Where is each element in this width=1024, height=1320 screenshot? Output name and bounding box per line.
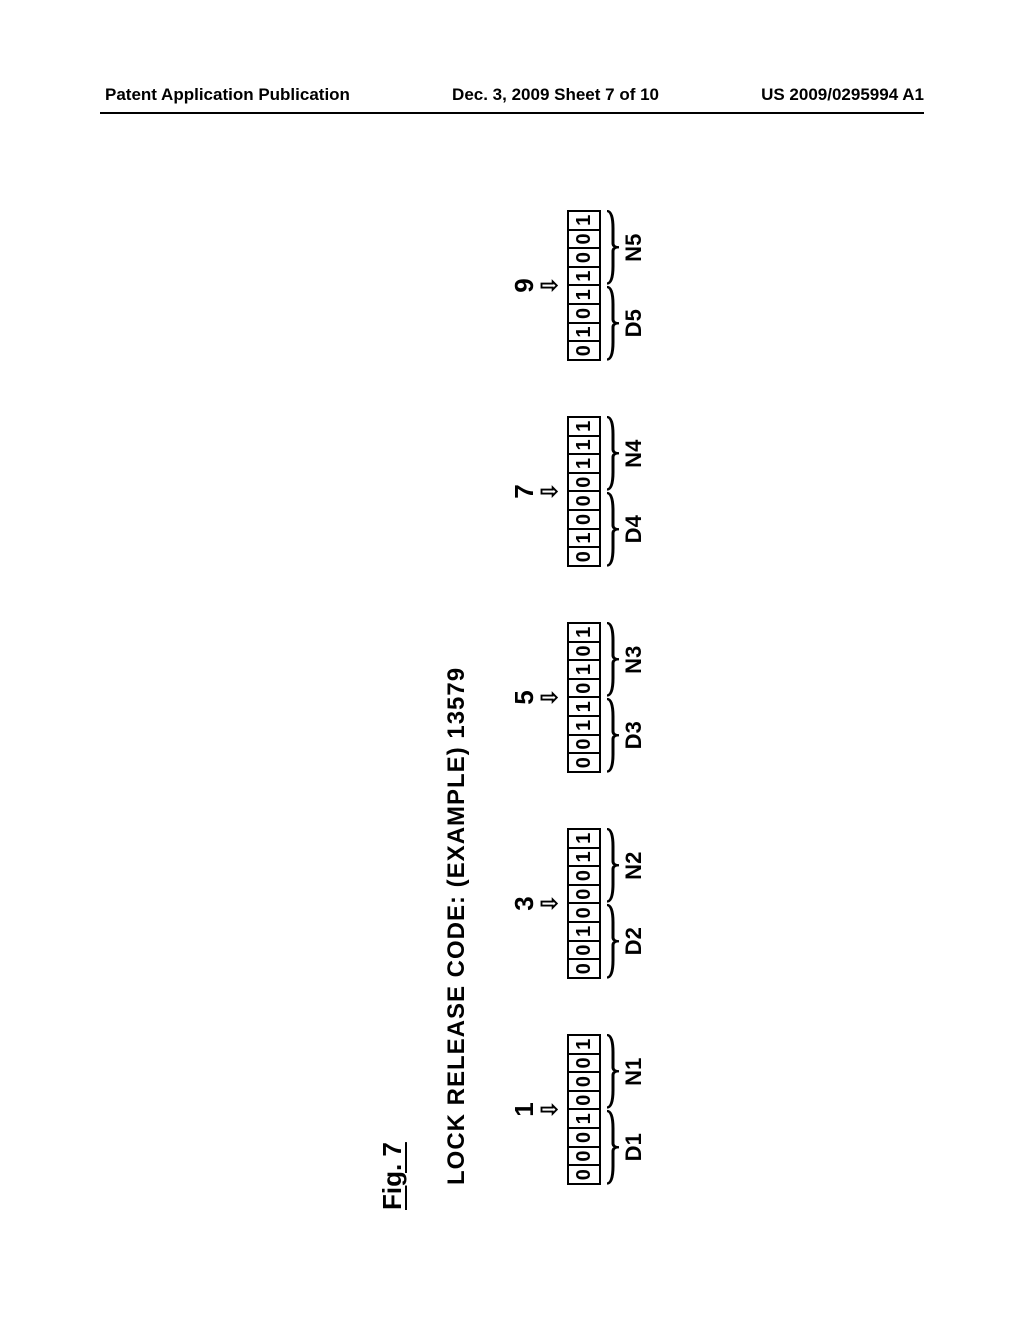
- bit-cell: 0: [568, 547, 600, 566]
- group-digit: 5: [511, 690, 537, 704]
- down-arrow-icon: ⇩: [539, 688, 561, 706]
- bit-cell: 0: [568, 1091, 600, 1110]
- bit-cell: 0: [568, 1147, 600, 1166]
- bit-cell: 1: [568, 716, 600, 735]
- figure-rotated-block: Fig. 7 LOCK RELEASE CODE: (EXAMPLE) 1357…: [377, 210, 647, 1210]
- brace-right-label: N1: [621, 1058, 647, 1086]
- header-left: Patent Application Publication: [105, 85, 350, 105]
- bit-cell: 0: [568, 510, 600, 529]
- bit-cell: 1: [568, 323, 600, 342]
- group-digit: 1: [511, 1102, 537, 1116]
- bit-cell: 0: [568, 230, 600, 249]
- brace-row: D4 N4: [605, 416, 647, 567]
- bit-table: 00100011: [567, 828, 601, 979]
- bit-cell: 0: [568, 866, 600, 885]
- bit-cell: 0: [568, 679, 600, 698]
- bit-cell: 1: [568, 829, 600, 848]
- bit-cell: 0: [568, 941, 600, 960]
- header-center: Dec. 3, 2009 Sheet 7 of 10: [452, 85, 659, 105]
- brace-row: D3 N3: [605, 622, 647, 773]
- bit-cell: 1: [568, 529, 600, 548]
- bit-cell: 0: [568, 735, 600, 754]
- brace-left: D4: [605, 492, 647, 568]
- group-digit: 3: [511, 896, 537, 910]
- bit-group: 7⇩01000111D4N4: [511, 416, 647, 567]
- bit-cell: 0: [568, 1072, 600, 1091]
- bit-group: 9⇩01011001D5N5: [511, 210, 647, 361]
- bit-cell: 0: [568, 341, 600, 360]
- brace-left-label: D5: [621, 309, 647, 337]
- bit-cell: 0: [568, 1128, 600, 1147]
- figure-title: LOCK RELEASE CODE: (EXAMPLE) 13579: [443, 667, 471, 1185]
- bit-cell: 1: [568, 267, 600, 286]
- down-arrow-icon: ⇩: [539, 276, 561, 294]
- bit-cell: 0: [568, 248, 600, 267]
- bit-table: 00010001: [567, 1034, 601, 1185]
- content-area: Fig. 7 LOCK RELEASE CODE: (EXAMPLE) 1357…: [0, 160, 1024, 1260]
- brace-right-label: N4: [621, 440, 647, 468]
- header-right: US 2009/0295994 A1: [761, 85, 924, 105]
- brace-row: D1 N1: [605, 1034, 647, 1185]
- brace-left-label: D1: [621, 1133, 647, 1161]
- bit-cell: 1: [568, 698, 600, 717]
- bit-cell: 0: [568, 473, 600, 492]
- bit-cell: 1: [568, 211, 600, 230]
- bit-cell: 1: [568, 623, 600, 642]
- bit-table: 00110101: [567, 622, 601, 773]
- bit-group: 1⇩00010001D1N1: [511, 1034, 647, 1185]
- brace-right: N2: [605, 828, 647, 904]
- brace-left-label: D3: [621, 721, 647, 749]
- brace-row: D5 N5: [605, 210, 647, 361]
- brace-left: D2: [605, 904, 647, 980]
- bit-cell: 0: [568, 492, 600, 511]
- figure-label: Fig. 7: [377, 1142, 408, 1210]
- groups-row: 1⇩00010001D1N13⇩00100011D2N25⇩00110101D3…: [511, 210, 647, 1185]
- bit-cell: 0: [568, 642, 600, 661]
- bit-cell: 1: [568, 660, 600, 679]
- brace-right: N5: [605, 210, 647, 286]
- brace-left: D1: [605, 1110, 647, 1186]
- bit-cell: 0: [568, 904, 600, 923]
- bit-cell: 0: [568, 1054, 600, 1073]
- down-arrow-icon: ⇩: [539, 894, 561, 912]
- brace-left: D5: [605, 286, 647, 362]
- bit-cell: 0: [568, 304, 600, 323]
- brace-right-label: N2: [621, 852, 647, 880]
- group-digit: 7: [511, 484, 537, 498]
- brace-left-label: D4: [621, 515, 647, 543]
- brace-right-label: N3: [621, 646, 647, 674]
- brace-left: D3: [605, 698, 647, 774]
- group-digit: 9: [511, 278, 537, 292]
- down-arrow-icon: ⇩: [539, 1100, 561, 1118]
- bit-cell: 0: [568, 885, 600, 904]
- header-divider: [100, 112, 924, 114]
- bit-cell: 0: [568, 1165, 600, 1184]
- bit-cell: 1: [568, 1035, 600, 1054]
- brace-right: N4: [605, 416, 647, 492]
- brace-right-label: N5: [621, 234, 647, 262]
- page: Patent Application Publication Dec. 3, 2…: [0, 0, 1024, 1320]
- bit-cell: 1: [568, 922, 600, 941]
- bit-cell: 1: [568, 454, 600, 473]
- page-header: Patent Application Publication Dec. 3, 2…: [0, 85, 1024, 105]
- brace-right: N3: [605, 622, 647, 698]
- bit-table: 01011001: [567, 210, 601, 361]
- bit-cell: 1: [568, 286, 600, 305]
- bit-group: 5⇩00110101D3N3: [511, 622, 647, 773]
- bit-cell: 0: [568, 959, 600, 978]
- brace-row: D2 N2: [605, 828, 647, 979]
- brace-left-label: D2: [621, 927, 647, 955]
- bit-cell: 0: [568, 753, 600, 772]
- bit-group: 3⇩00100011D2N2: [511, 828, 647, 979]
- bit-table: 01000111: [567, 416, 601, 567]
- brace-right: N1: [605, 1034, 647, 1110]
- bit-cell: 1: [568, 436, 600, 455]
- bit-cell: 1: [568, 417, 600, 436]
- bit-cell: 1: [568, 1110, 600, 1129]
- bit-cell: 1: [568, 848, 600, 867]
- down-arrow-icon: ⇩: [539, 482, 561, 500]
